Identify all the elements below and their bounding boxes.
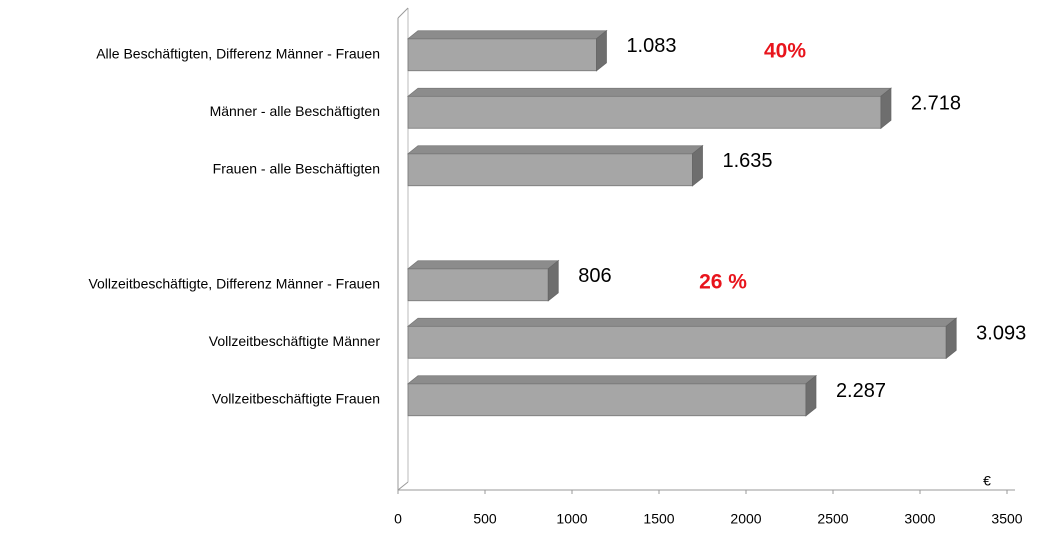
value-label: 2.287	[836, 380, 886, 402]
value-label: 3.093	[976, 323, 1026, 345]
bar-side	[547, 259, 559, 302]
x-tick-label: 2500	[817, 511, 848, 527]
axis-label: €	[983, 473, 991, 489]
x-tick-label: 3500	[991, 511, 1022, 527]
bar-side	[880, 87, 892, 130]
y-tick-label: Vollzeitbeschäftigte, Differenz Männer -…	[88, 275, 380, 291]
x-tick-label: 3000	[904, 511, 935, 527]
x-tick-label: 2000	[730, 511, 761, 527]
annotation: 26 %	[699, 271, 747, 294]
axis-corner	[397, 481, 409, 491]
x-tick-label: 1000	[556, 511, 587, 527]
value-label: 1.083	[626, 35, 676, 57]
bar	[407, 153, 693, 187]
annotation: 40%	[764, 40, 806, 63]
x-tick-label: 1500	[643, 511, 674, 527]
y-tick-label: Frauen - alle Beschäftigten	[213, 160, 380, 176]
value-label: 806	[578, 265, 611, 287]
bar-side	[692, 144, 703, 187]
bar	[407, 268, 549, 302]
bar-top	[406, 317, 958, 327]
bar-side	[805, 374, 817, 417]
y-tick-label: Vollzeitbeschäftigte Männer	[209, 333, 381, 349]
bar	[407, 383, 807, 417]
axes-frame	[397, 7, 1015, 491]
value-label: 2.718	[911, 93, 961, 115]
bar-top	[406, 87, 893, 97]
x-tick-label: 500	[473, 511, 497, 527]
bar-top	[406, 375, 818, 385]
bar-side	[596, 29, 607, 72]
y-tick-label: Alle Beschäftigten, Differenz Männer - F…	[96, 45, 380, 61]
bar	[407, 95, 882, 129]
y-tick-label: Vollzeitbeschäftigte Frauen	[212, 390, 380, 406]
bar-top	[406, 260, 560, 270]
bar	[407, 38, 597, 72]
y-tick-label: Männer - alle Beschäftigten	[210, 103, 380, 119]
bar-top	[406, 30, 608, 40]
bar-top	[406, 145, 704, 155]
bar-side	[945, 317, 957, 360]
x-tick-label: 0	[394, 511, 402, 527]
axis-corner	[397, 7, 409, 19]
bar	[407, 325, 947, 359]
value-label: 1.635	[722, 150, 772, 172]
